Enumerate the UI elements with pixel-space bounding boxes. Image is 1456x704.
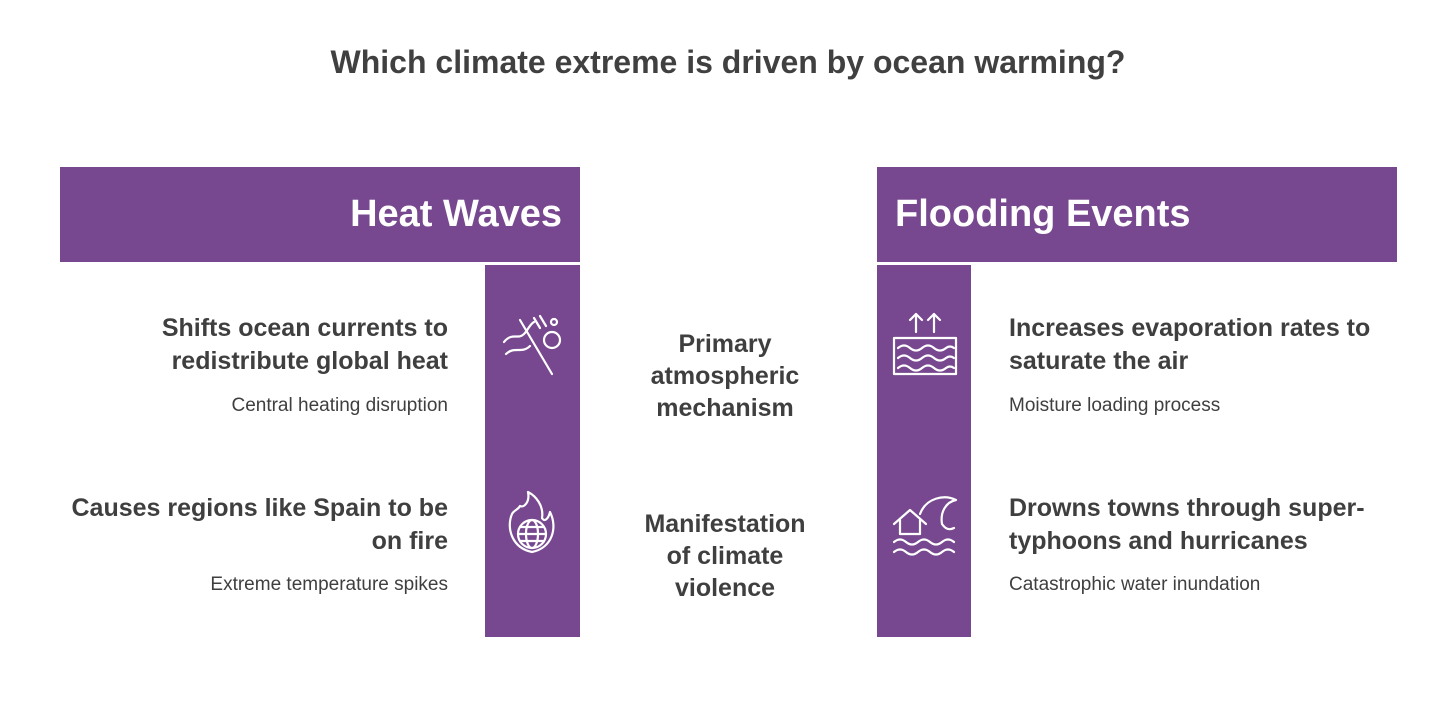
center-label: Primary atmospheric mechanism [650,330,800,422]
item-title: Shifts ocean currents to redistribute gl… [161,314,448,375]
evaporation-icon [892,312,958,376]
title: Which climate extreme is driven by ocean… [330,44,1126,80]
item-title: Drowns towns through super-typhoons and … [1009,494,1365,555]
item-subtitle: Moisture loading process [1009,395,1221,416]
item-subtitle: Extreme temperature spikes [210,574,448,595]
header-bar: Flooding Events [877,167,1397,262]
flood-icon [892,496,958,556]
item-title: Increases evaporation rates to saturate … [1009,314,1371,375]
header-label: Flooding Events [895,193,1191,235]
item-title: Causes regions like Spain to be on fire [71,494,448,555]
wind-icon [502,314,562,376]
side-bar [877,265,971,637]
side-bar [485,265,580,637]
item-subtitle: Catastrophic water inundation [1009,574,1261,595]
header-bar: Heat Waves [60,167,580,262]
item-subtitle: Central heating disruption [231,395,448,416]
fire-globe-icon [508,490,555,554]
center-label: Manifestation of climate violence [644,510,806,602]
header-label: Heat Waves [350,193,562,235]
